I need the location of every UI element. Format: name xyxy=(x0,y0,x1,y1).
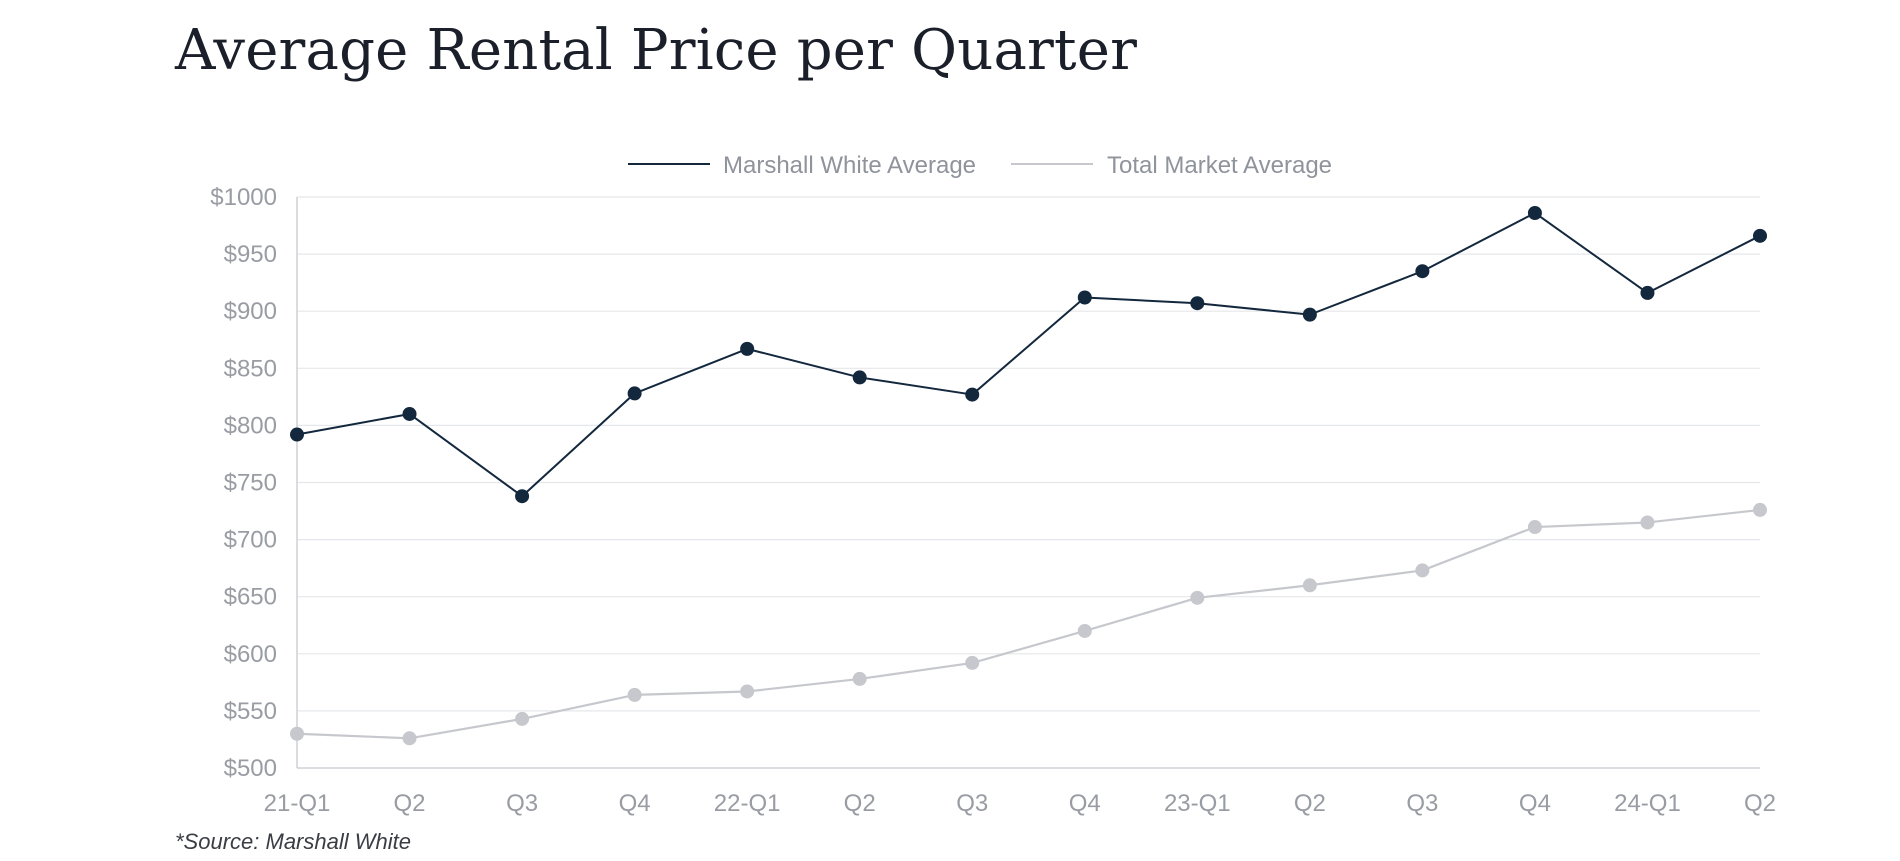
data-point xyxy=(1302,307,1317,322)
data-point xyxy=(1753,502,1767,517)
data-point xyxy=(740,341,755,356)
x-tick-label: 24-Q1 xyxy=(1614,790,1681,817)
x-tick-label: Q3 xyxy=(956,790,988,817)
data-point xyxy=(1640,515,1655,530)
data-point xyxy=(965,655,980,670)
series-line xyxy=(296,211,1761,498)
x-tick-label: 23-Q1 xyxy=(1164,790,1231,817)
data-point xyxy=(402,406,417,421)
y-tick-label: $850 xyxy=(224,355,277,382)
data-series xyxy=(290,205,1767,746)
x-tick-label: Q4 xyxy=(619,790,651,817)
y-tick-label: $650 xyxy=(224,584,277,611)
chart-title: Average Rental Price per Quarter xyxy=(175,18,1138,83)
y-tick-label: $800 xyxy=(224,412,277,439)
y-tick-label: $500 xyxy=(224,755,277,782)
data-point xyxy=(1077,290,1092,305)
data-point xyxy=(1190,590,1205,605)
source-note: *Source: Marshall White xyxy=(175,829,411,854)
data-point xyxy=(1527,205,1542,220)
y-tick-label: $900 xyxy=(224,298,277,325)
data-point xyxy=(1302,578,1317,593)
x-axis: 21-Q1 Q2 Q3 Q4 22-Q1 Q2 Q3 Q4 23-Q1 Q2 Q3 Q4 24-Q1 Q2 xyxy=(264,767,1776,817)
y-axis: $1000 $950 $900 $850 $800 $750 $700 $650 $600 $55… xyxy=(210,184,298,782)
data-point xyxy=(627,687,642,702)
data-point xyxy=(1415,264,1430,279)
x-tick-label: Q2 xyxy=(394,790,426,817)
x-tick-label: 22-Q1 xyxy=(714,790,781,817)
data-point xyxy=(1077,623,1092,638)
x-tick-label: Q2 xyxy=(1294,790,1326,817)
data-point xyxy=(627,386,642,401)
x-tick-label: Q3 xyxy=(506,790,538,817)
x-tick-label: Q4 xyxy=(1519,790,1551,817)
x-tick-label: Q3 xyxy=(1406,790,1438,817)
legend-entry: Total Market Average xyxy=(1011,152,1332,179)
y-tick-label: $1000 xyxy=(210,184,277,211)
y-tick-label: $950 xyxy=(224,241,277,268)
gridlines xyxy=(297,196,1760,712)
data-point xyxy=(515,711,530,726)
data-point xyxy=(402,731,417,746)
y-tick-label: $700 xyxy=(224,527,277,554)
data-point xyxy=(1527,520,1542,535)
x-tick-label: Q4 xyxy=(1069,790,1101,817)
series-line xyxy=(296,508,1761,740)
series-0 xyxy=(290,205,1767,504)
data-point xyxy=(740,684,755,699)
data-point xyxy=(1190,296,1205,311)
x-tick-label: Q2 xyxy=(844,790,876,817)
data-point xyxy=(515,489,530,504)
legend-label: Total Market Average xyxy=(1107,152,1332,179)
data-point xyxy=(852,370,867,385)
y-tick-label: $550 xyxy=(224,698,277,725)
data-point xyxy=(290,427,304,442)
data-point xyxy=(290,726,304,741)
data-point xyxy=(1640,285,1655,300)
x-tick-label: 21-Q1 xyxy=(264,790,331,817)
data-point xyxy=(965,387,980,402)
y-tick-label: $750 xyxy=(224,470,277,497)
y-tick-label: $600 xyxy=(224,641,277,668)
legend: Marshall White Average Total Market Avera… xyxy=(628,152,1332,179)
legend-entry: Marshall White Average xyxy=(628,152,976,179)
x-tick-label: Q2 xyxy=(1744,790,1776,817)
data-point xyxy=(1753,228,1767,243)
series-1 xyxy=(290,502,1767,746)
data-point xyxy=(1415,563,1430,578)
data-point xyxy=(852,671,867,686)
legend-label: Marshall White Average xyxy=(723,152,976,179)
